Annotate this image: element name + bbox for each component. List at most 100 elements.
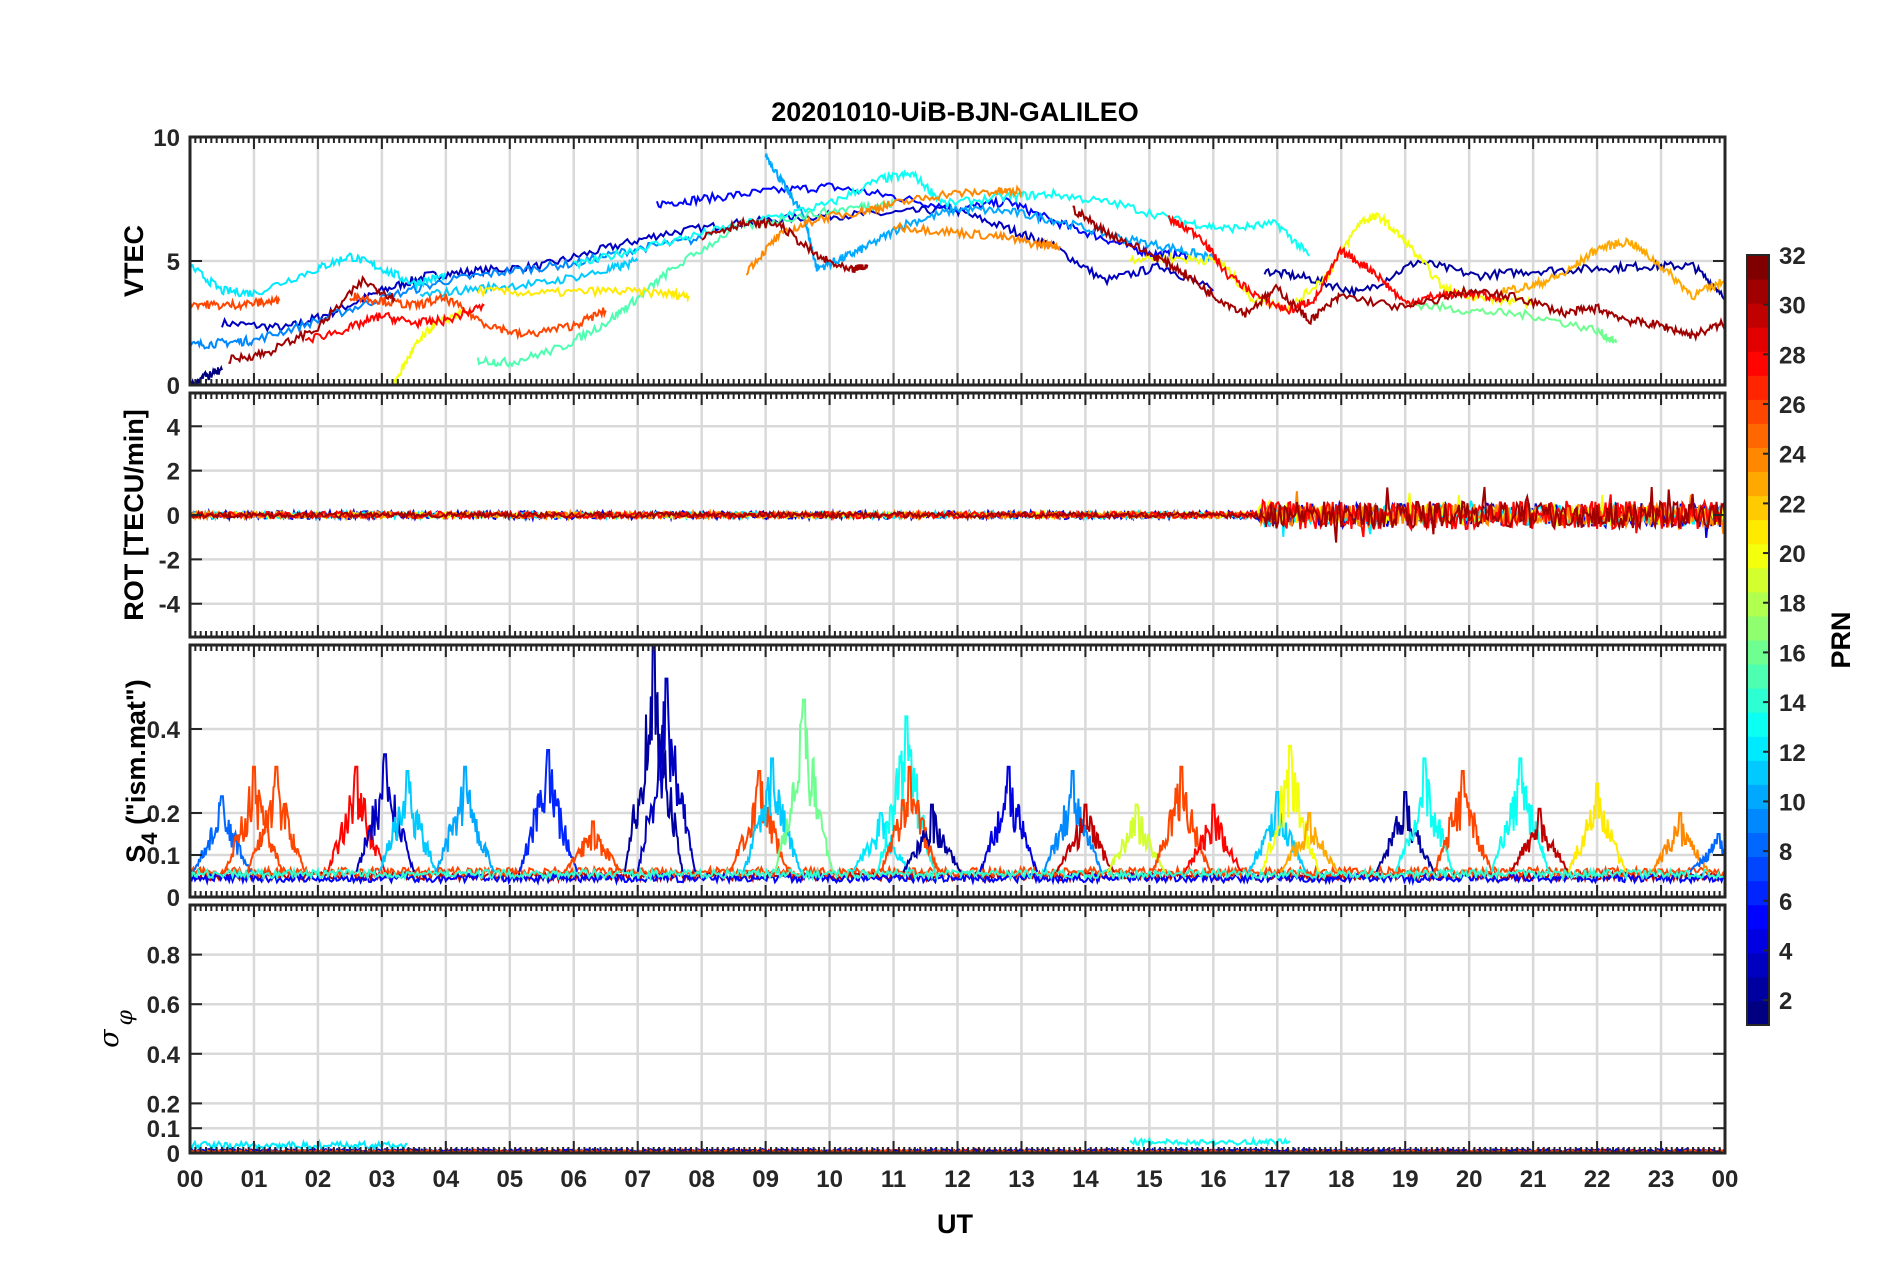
colorbar-tick-label: 4 <box>1779 938 1793 965</box>
colorbar-segment <box>1747 615 1769 641</box>
y-tick-label: 0.4 <box>147 1042 181 1069</box>
colorbar-tick-label: 28 <box>1779 342 1806 369</box>
s4-burst-prn-16 <box>774 698 834 873</box>
colorbar-segment <box>1747 640 1769 665</box>
colorbar-segment <box>1747 928 1769 954</box>
x-tick-label: 20 <box>1456 1166 1483 1193</box>
s4-burst-prn-2 <box>1375 791 1435 873</box>
s4-burst-prn-3 <box>355 753 415 873</box>
s4-burst-prn-2 <box>902 803 962 873</box>
s4-burst-prn-20 <box>1260 744 1320 873</box>
x-tick-label: 02 <box>305 1166 332 1193</box>
rot-series-prn-31 <box>190 486 1725 543</box>
x-tick-label: 09 <box>752 1166 779 1193</box>
colorbar-segment <box>1747 351 1769 376</box>
chart-title: 20201010-UiB-BJN-GALILEO <box>771 97 1139 127</box>
s4-burst-prn-28 <box>326 765 387 873</box>
s4-burst-prn-12 <box>851 812 911 873</box>
vtec-series-prn-31 <box>228 275 396 364</box>
colorbar-segment <box>1747 760 1769 785</box>
vtec-series-prn-24 <box>892 221 1061 252</box>
colorbar-segment <box>1747 375 1769 400</box>
colorbar-segment <box>1747 399 1769 424</box>
vtec-series-prn-26 <box>190 294 281 312</box>
s4-burst-prn-28 <box>1183 803 1243 873</box>
s4-burst-prn-30 <box>1055 803 1116 873</box>
y-tick-label: 0 <box>167 503 180 530</box>
y-axis-label: VTEC <box>119 225 149 297</box>
colorbar-segment <box>1747 880 1769 906</box>
x-tick-label: 10 <box>816 1166 843 1193</box>
x-tick-label: 18 <box>1328 1166 1355 1193</box>
y-tick-label: 0 <box>167 885 180 912</box>
x-tick-label: 19 <box>1392 1166 1419 1193</box>
y-tick-label: 4 <box>167 414 181 441</box>
colorbar-segment <box>1747 255 1769 280</box>
x-tick-label: 08 <box>688 1166 715 1193</box>
vtec-series-prn-5 <box>655 182 1189 264</box>
s4-baseline-prn-26 <box>190 864 1725 880</box>
colorbar-tick-label: 24 <box>1779 442 1806 469</box>
vtec-series-prn-15 <box>476 197 895 369</box>
vtec-series-prn-23 <box>1501 236 1725 301</box>
colorbar-segment <box>1747 832 1769 858</box>
vtec-series-prn-20 <box>393 308 466 385</box>
s4-burst-prn-23 <box>1279 812 1339 873</box>
colorbar-segment <box>1747 664 1769 689</box>
colorbar-label: PRN <box>1826 611 1856 668</box>
colorbar-segment <box>1747 856 1769 882</box>
colorbar-tick-label: 14 <box>1779 690 1806 717</box>
vtec-series-prn-11 <box>419 256 639 299</box>
colorbar-tick-label: 22 <box>1779 491 1806 518</box>
x-tick-label: 03 <box>369 1166 396 1193</box>
colorbar-segment <box>1747 423 1769 448</box>
s4-burst-prn-11 <box>742 757 802 873</box>
colorbar-tick-label: 32 <box>1779 243 1806 270</box>
x-axis-label: UT <box>937 1209 973 1239</box>
colorbar-frame <box>1746 254 1770 1026</box>
panel-2: -4 -2 0 2 4 ROT [TECU/min] <box>119 391 1727 639</box>
s4-burst-prn-8 <box>1689 833 1725 873</box>
y-tick-label: 0.6 <box>147 992 180 1019</box>
x-tick-label: 00 <box>1712 1166 1739 1193</box>
colorbar-tick-label: 20 <box>1779 541 1806 568</box>
colorbar-segment <box>1747 495 1769 521</box>
x-tick-label: 16 <box>1200 1166 1227 1193</box>
y-axis-label: S4 ("ism.mat") <box>121 679 162 862</box>
s4-burst-prn-24 <box>1650 812 1710 873</box>
vtec-series-prn-12 <box>190 252 447 298</box>
vtec-series-prn-2 <box>1263 259 1725 301</box>
s4-burst-prn-26 <box>563 820 623 873</box>
colorbar-tick-label: 2 <box>1779 988 1792 1015</box>
colorbar-tick-label: 18 <box>1779 591 1806 618</box>
x-tick-label: 23 <box>1648 1166 1675 1193</box>
y-tick-label: 0.2 <box>147 1091 180 1118</box>
s4-burst-prn-26 <box>246 765 306 873</box>
colorbar-segment <box>1747 688 1769 713</box>
panel-4: 00.10.2 0.4 0.6 0.8 σφ <box>94 903 1727 1168</box>
vtec-series-prn-31 <box>1072 205 1725 342</box>
colorbar-tick-label: 16 <box>1779 640 1806 667</box>
s4-burst-prn-26 <box>1433 770 1493 873</box>
s4-burst-prn-10 <box>435 765 495 873</box>
colorbar-segment <box>1747 543 1769 569</box>
s4-baseline-prn-5 <box>190 870 1725 887</box>
s4-burst-prn-6 <box>518 749 578 873</box>
colorbar-tick-label: 12 <box>1779 740 1806 767</box>
x-tick-label: 14 <box>1072 1166 1099 1193</box>
y-axis-label: σφ <box>94 1009 138 1047</box>
panel-3: 0 0.1 0.2 0.4S4 ("ism.mat") <box>121 643 1727 912</box>
y-tick-label: 0.1 <box>147 1116 180 1143</box>
x-tick-label: 04 <box>432 1166 459 1193</box>
vtec-series-prn-9 <box>190 233 703 350</box>
x-tick-label: 13 <box>1008 1166 1035 1193</box>
x-tick-label: 11 <box>881 1166 906 1193</box>
sigma-phi-series-prn-13 <box>1129 1135 1291 1149</box>
s4-burst-prn-21 <box>1567 782 1627 873</box>
y-tick-label: -4 <box>159 592 181 619</box>
colorbar-segment <box>1747 303 1769 328</box>
y-tick-label: 5 <box>167 249 180 276</box>
